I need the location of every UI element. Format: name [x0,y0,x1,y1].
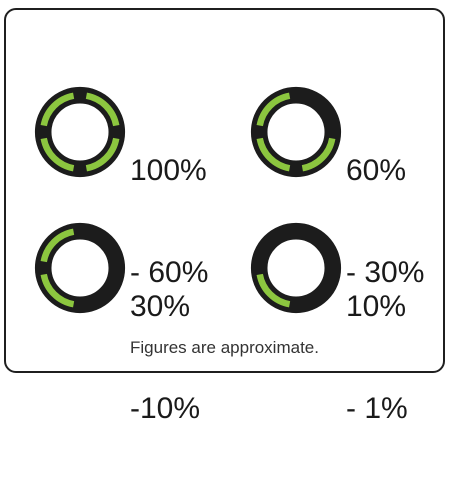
ring-lit-segment [40,273,75,308]
range-upper: 60% [346,154,407,187]
battery-level-legend-panel: 100% - 60% 60% - 30% 30% -10% 10% - 1% F… [4,8,445,425]
range-upper: 30% [130,290,191,323]
battery-ring-icon [250,222,342,314]
battery-indicator-10-1: 10% - 1% [250,222,450,425]
battery-indicator-60-30: 60% - 30% [250,86,450,289]
ring-base [34,86,126,178]
ring-lit-segment [85,137,120,172]
battery-ring-icon [34,222,126,314]
ring-base [250,86,342,178]
ring-lit-segment [40,228,75,263]
ring-lit-segment [301,137,336,172]
battery-range-label: 30% -10% [130,222,200,494]
ring-base [34,222,126,314]
ring-lit-segment [40,137,75,172]
range-lower: -10% [130,392,201,425]
ring-lit-segment [256,273,291,308]
battery-range-label: 10% - 1% [346,222,408,494]
ring-lit-segment [256,92,291,127]
footnote: Figures are approximate. [130,338,319,357]
ring-lit-segment [256,137,291,172]
range-lower: - 1% [346,392,408,425]
ring-lit-segment [85,92,120,127]
battery-ring-icon [34,86,126,178]
range-lower: - 60% [130,256,209,289]
ring-base [250,222,342,314]
battery-indicator-100-60: 100% - 60% [34,86,234,289]
range-lower: - 30% [346,256,425,289]
battery-ring-icon [250,86,342,178]
range-upper: 10% [346,290,407,323]
ring-lit-segment [40,92,75,127]
battery-range-label: 60% - 30% [346,86,424,358]
range-upper: 100% [130,154,207,187]
battery-indicator-30-10: 30% -10% [34,222,234,425]
battery-range-label: 100% - 60% [130,86,208,358]
